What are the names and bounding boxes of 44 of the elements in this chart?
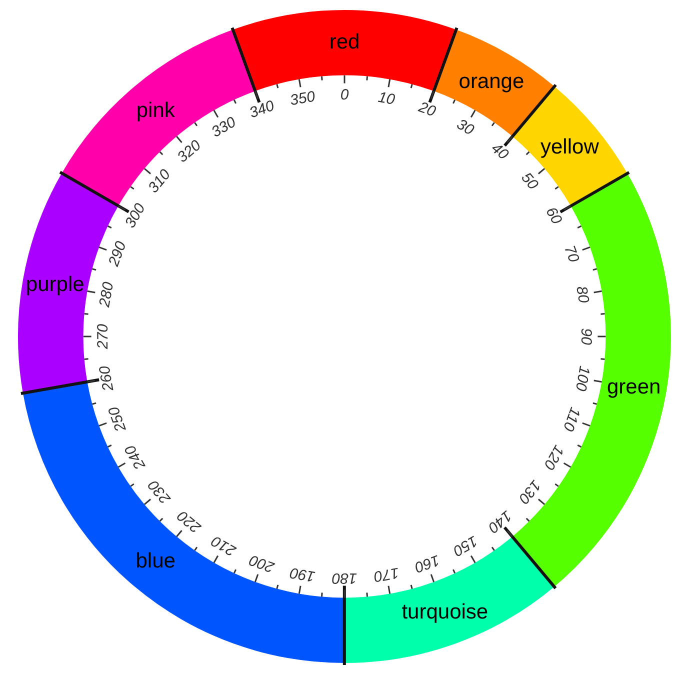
text: 250 <box>105 404 130 435</box>
text: 60 <box>542 204 566 228</box>
text: 150 <box>450 532 480 560</box>
text: 70 <box>560 243 583 266</box>
slice-label: purple <box>26 273 84 296</box>
slice-label: orange <box>458 70 524 93</box>
text: 300 <box>122 200 150 231</box>
text: 230 <box>144 476 175 508</box>
text: 330 <box>208 113 240 141</box>
text: 10 <box>376 88 397 109</box>
text: 240 <box>121 442 150 474</box>
text: 100 <box>572 364 593 393</box>
text: 120 <box>540 442 568 473</box>
text: 220 <box>174 506 206 537</box>
text: 50 <box>518 169 542 194</box>
text: 110 <box>559 404 584 434</box>
text: 90 <box>578 328 595 346</box>
text: 80 <box>572 284 592 305</box>
text: 30 <box>454 116 478 140</box>
text: 260 <box>96 364 118 394</box>
text: 170 <box>372 564 400 586</box>
text: 180 <box>331 570 358 587</box>
slice-label: red <box>329 30 360 54</box>
text: 160 <box>412 551 442 576</box>
slice-label: green <box>607 375 661 398</box>
text: 270 <box>94 323 112 350</box>
text: 320 <box>174 136 205 166</box>
slice-label: yellow <box>540 136 600 158</box>
text: 280 <box>96 280 118 310</box>
text: 140 <box>484 506 515 536</box>
slice-label: blue <box>136 549 176 572</box>
text: 130 <box>514 476 544 508</box>
text: 310 <box>144 166 174 196</box>
text: 20 <box>415 98 438 121</box>
text: 40 <box>488 140 512 164</box>
slice-label: turquoise <box>402 600 488 624</box>
text: 340 <box>247 97 278 122</box>
text: 210 <box>208 532 240 560</box>
text: 0 <box>340 86 350 104</box>
text: 190 <box>288 564 316 585</box>
text: 200 <box>246 550 278 576</box>
text: 290 <box>104 238 130 270</box>
slice-label: pink <box>136 99 176 122</box>
text: 350 <box>288 88 318 110</box>
